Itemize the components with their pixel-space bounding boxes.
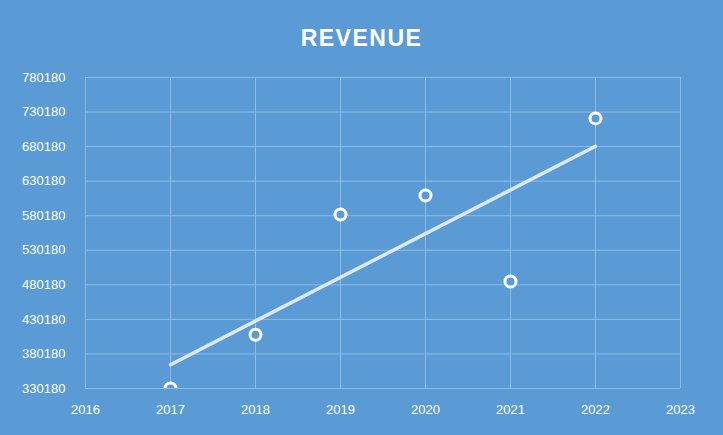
svg-text:380180: 380180 — [22, 346, 65, 361]
svg-text:530180: 530180 — [22, 242, 65, 257]
svg-text:730180: 730180 — [22, 104, 65, 119]
svg-text:2017: 2017 — [156, 402, 185, 417]
svg-text:630180: 630180 — [22, 173, 65, 188]
svg-text:2021: 2021 — [496, 402, 525, 417]
svg-text:330180: 330180 — [22, 381, 65, 396]
svg-text:430180: 430180 — [22, 312, 65, 327]
svg-text:680180: 680180 — [22, 139, 65, 154]
svg-text:2020: 2020 — [411, 402, 440, 417]
svg-text:2022: 2022 — [581, 402, 610, 417]
svg-text:2016: 2016 — [71, 402, 100, 417]
html-text:REVENUE: REVENUE — [300, 25, 423, 51]
svg-text:2018: 2018 — [241, 402, 270, 417]
svg-text:480180: 480180 — [22, 277, 65, 292]
svg-text:2019: 2019 — [326, 402, 355, 417]
svg-text:580180: 580180 — [22, 208, 65, 223]
svg-text:2023: 2023 — [666, 402, 695, 417]
svg-text:780180: 780180 — [22, 70, 65, 85]
